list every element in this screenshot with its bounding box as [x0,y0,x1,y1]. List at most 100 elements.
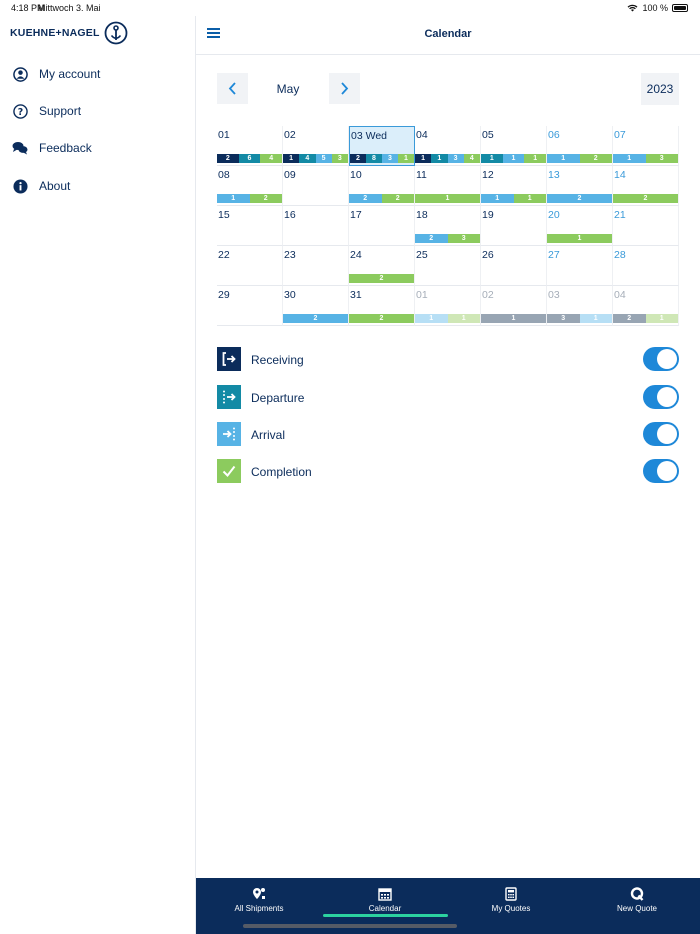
calendar-day[interactable]: 01 1 1 [415,286,481,326]
calendar-day[interactable]: 16 [283,206,349,246]
arrival-toggle[interactable] [643,422,679,446]
tab-all-shipments[interactable]: All Shipments [196,878,322,934]
calendar-day[interactable]: 02 1 [481,286,547,326]
departure-count-bar: 4 [299,154,316,163]
completion-count-bar: 1 [513,194,546,203]
page-title: Calendar [424,28,472,40]
home-indicator[interactable] [243,924,457,928]
calendar-day[interactable]: 24 2 [349,246,415,286]
completion-count-bar: 2 [381,194,414,203]
status-bar: 4:18 PM Mittwoch 3. Mai 100 % [0,0,700,16]
legend-label: Receiving [251,353,304,367]
calendar-day[interactable]: 19 [481,206,547,246]
calendar-day[interactable]: 02 1 4 5 3 [283,126,349,166]
calendar-day[interactable]: 31 2 [349,286,415,326]
calendar-day[interactable]: 12 1 1 [481,166,547,206]
completion-count-bar: 3 [645,154,678,163]
completion-toggle[interactable] [643,459,679,483]
hamburger-menu-icon[interactable] [207,28,220,38]
arrival-count-bar: 2 [283,314,348,323]
calendar-day[interactable]: 14 2 [613,166,679,206]
tab-label: New Quote [616,904,658,913]
calendar-day[interactable]: 29 [217,286,283,326]
calendar-day[interactable]: 23 [283,246,349,286]
tab-label: All Shipments [234,904,284,913]
departure-count-bar: 1 [431,154,448,163]
departure-count-bar: 1 [481,154,503,163]
completion-count-bar: 2 [579,154,612,163]
receiving-toggle[interactable] [643,347,679,371]
calendar-day[interactable]: 30 2 [283,286,349,326]
day-number: 18 [416,209,428,221]
day-number: 03 [548,289,560,301]
calendar-day[interactable]: 11 1 [415,166,481,206]
wifi-icon [628,4,638,12]
calendar-day[interactable]: 13 2 [547,166,613,206]
day-number: 21 [614,209,626,221]
legend-row-receiving: Receiving [217,347,679,373]
calendar-day[interactable]: 06 1 2 [547,126,613,166]
day-number: 02 [284,129,296,141]
past-count-bar: 2 [613,314,646,323]
previous-month-button[interactable] [217,73,248,104]
sidebar-item-label: Support [39,104,82,118]
day-number: 27 [548,249,560,261]
calendar-day[interactable]: 08 1 2 [217,166,283,206]
sidebar-item-feedback[interactable]: Feedback [12,140,92,156]
calendar-day[interactable]: 04 2 1 [613,286,679,326]
tab-new-quote[interactable]: New Quote [574,878,700,934]
calendar-day[interactable]: 22 [217,246,283,286]
arrival-count-bar: 3 [447,154,464,163]
departure-toggle[interactable] [643,385,679,409]
calendar-day[interactable]: 27 [547,246,613,286]
calendar-day[interactable]: 28 [613,246,679,286]
account-icon [12,66,28,82]
calendar-day[interactable]: 20 1 [547,206,613,246]
new-quote-icon [630,887,644,901]
year-button[interactable]: 2023 [641,73,679,105]
sidebar-item-about[interactable]: About [12,178,70,194]
arrival-icon [217,422,241,446]
calendar-day[interactable]: 17 [349,206,415,246]
calendar-day[interactable]: 18 2 3 [415,206,481,246]
past-count-bar: 3 [547,314,580,323]
calendar-day[interactable]: 09 [283,166,349,206]
arrival-count-bar: 1 [613,154,646,163]
calendar-day[interactable]: 25 [415,246,481,286]
completion_light-count-bar: 1 [447,314,480,323]
completion-count-bar: 4 [260,154,283,163]
legend-label: Completion [251,465,312,479]
tab-my-quotes[interactable]: My Quotes [448,878,574,934]
departure-count-bar: 8 [366,154,382,163]
receiving-count-bar: 2 [350,154,366,163]
sidebar-item-label: Feedback [39,141,92,155]
calendar-day[interactable]: 01 2 6 4 [217,126,283,166]
calendar-day[interactable]: 10 2 2 [349,166,415,206]
calendar-day[interactable]: 15 [217,206,283,246]
calendar-day[interactable]: 05 1 1 1 [481,126,547,166]
sidebar-item-label: My account [39,67,101,81]
tab-calendar[interactable]: Calendar [322,878,448,934]
calendar-day[interactable]: 07 1 3 [613,126,679,166]
arrival-count-bar: 1 [481,194,514,203]
calendar-grid: 01 2 6 4 02 1 4 5 3 03 Wed 2 8 3 1 04 1 1 3 4 05 1 1 1 06 1 2 07 1 3… [217,126,679,326]
event-bars: 2 [349,314,414,323]
legend-row-departure: Departure [217,385,679,411]
day-number: 24 [350,249,362,261]
next-month-button[interactable] [329,73,360,104]
day-number: 02 [482,289,494,301]
chevron-right-icon [341,82,349,95]
calendar-day[interactable]: 21 [613,206,679,246]
sidebar-item-support[interactable]: ? Support [12,103,81,119]
logo: KUEHNE+NAGEL [10,21,128,45]
calendar-day[interactable]: 04 1 1 3 4 [415,126,481,166]
calendar-day-selected[interactable]: 03 Wed 2 8 3 1 [349,126,415,166]
event-bars: 1 [415,194,480,203]
calendar-day[interactable]: 03 3 1 [547,286,613,326]
receiving-count-bar: 1 [283,154,300,163]
sidebar-item-my-account[interactable]: My account [12,66,100,82]
calendar-day[interactable]: 26 [481,246,547,286]
